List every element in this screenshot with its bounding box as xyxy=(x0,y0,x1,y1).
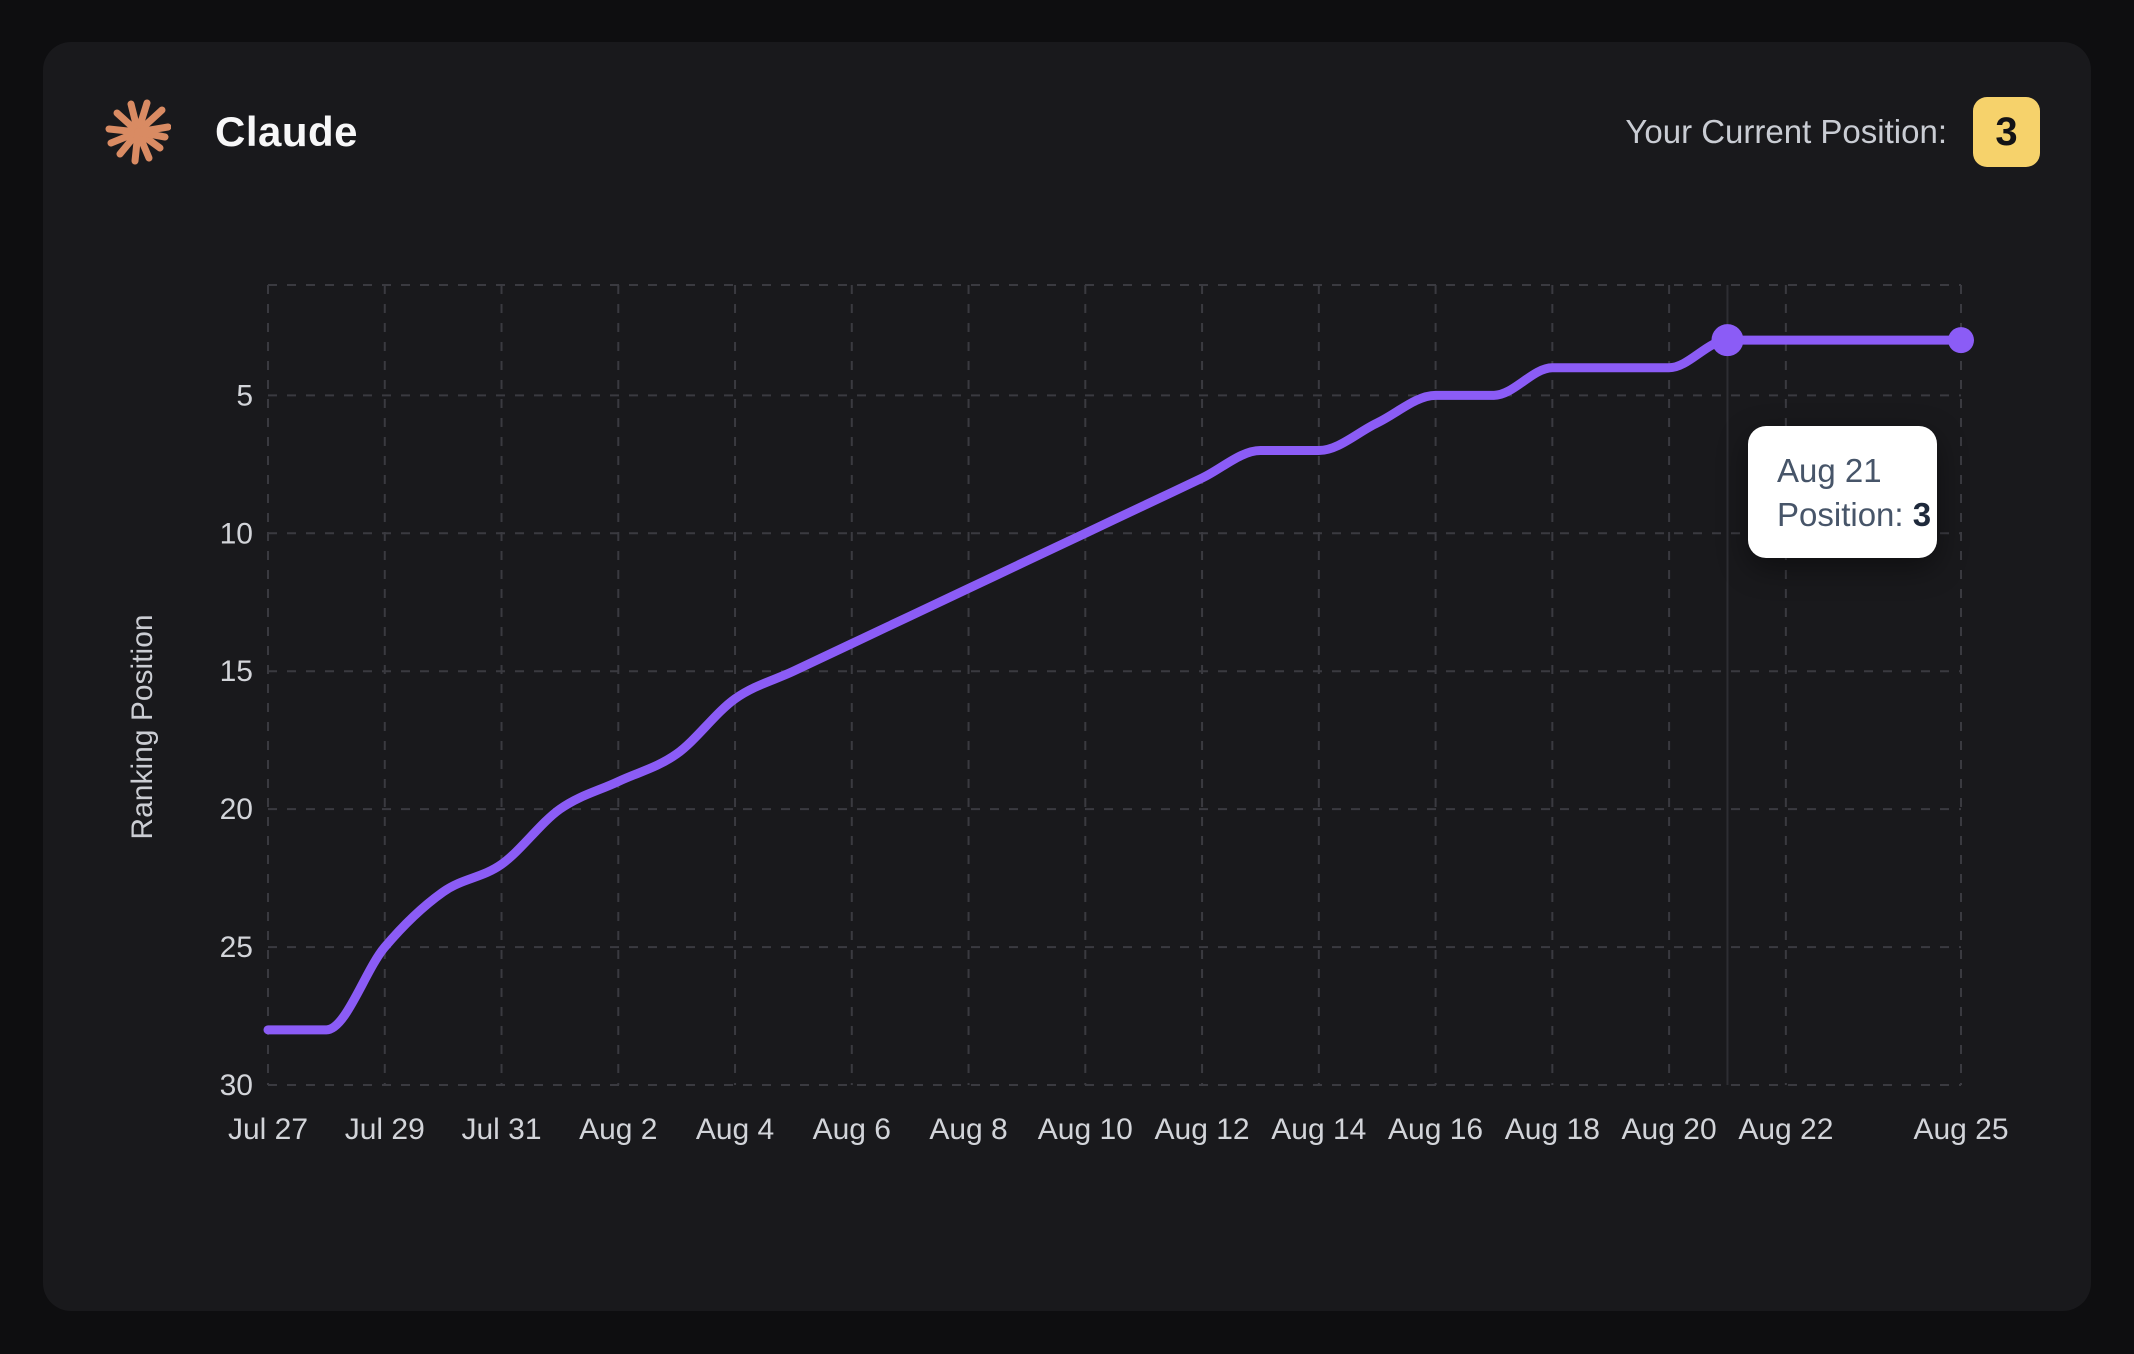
current-position-badge: 3 xyxy=(1973,97,2040,167)
ranking-line xyxy=(263,335,1966,1035)
y-axis-tick-labels: 5 10 15 20 25 30 xyxy=(220,379,253,1102)
end-point-marker[interactable] xyxy=(1948,327,1974,354)
y-axis-tick-label: 20 xyxy=(220,793,253,826)
x-axis-tick-labels: Jul 27 Jul 29 Jul 31 Aug 2 Aug 4 Aug 6 Aug 8 Au… xyxy=(228,1113,2009,1146)
x-axis-tick-label: Aug 14 xyxy=(1271,1113,1366,1146)
x-axis-tick-label: Aug 22 xyxy=(1738,1113,1833,1146)
current-position-label: Your Current Position: xyxy=(1625,113,1947,150)
y-axis-tick-label: 15 xyxy=(220,655,253,688)
x-axis-tick-label: Aug 4 xyxy=(696,1113,774,1146)
current-position-group: Your Current Position: 3 xyxy=(1625,97,2040,167)
dashboard-card: Claude Your Current Position: 3 Ranking … xyxy=(43,42,2091,1311)
claude-logo-icon xyxy=(105,99,171,165)
x-axis-tick-label: Aug 6 xyxy=(813,1113,891,1146)
y-axis-tick-label: 5 xyxy=(236,379,253,412)
tooltip-position-value: 3 xyxy=(1912,496,1932,533)
tooltip-position-row: Position: 3 xyxy=(1777,494,1937,536)
x-axis-tick-label: Aug 8 xyxy=(929,1113,1007,1146)
x-axis-tick-label: Aug 12 xyxy=(1155,1113,1250,1146)
y-axis-tick-label: 30 xyxy=(220,1069,253,1102)
chart-tooltip: Aug 21 Position: 3 xyxy=(1748,426,1937,558)
header: Claude Your Current Position: 3 xyxy=(105,92,2040,172)
x-axis-tick-label: Jul 31 xyxy=(461,1113,541,1146)
page-title: Claude xyxy=(215,108,359,155)
x-axis-tick-label: Jul 27 xyxy=(228,1113,308,1146)
x-axis-tick-label: Aug 25 xyxy=(1913,1113,2008,1146)
grid xyxy=(267,284,1962,1086)
x-axis-tick-label: Aug 20 xyxy=(1622,1113,1717,1146)
tooltip-position-label: Position: xyxy=(1777,496,1913,533)
y-axis-tick-label: 25 xyxy=(220,931,253,964)
highlight-point-marker[interactable] xyxy=(1711,324,1744,357)
tooltip-date: Aug 21 xyxy=(1777,452,1882,489)
x-axis-tick-label: Aug 2 xyxy=(579,1113,657,1146)
y-axis-tick-label: 10 xyxy=(220,517,253,550)
x-axis-tick-label: Aug 18 xyxy=(1505,1113,1600,1146)
x-axis-tick-label: Jul 29 xyxy=(345,1113,425,1146)
x-axis-tick-label: Aug 10 xyxy=(1038,1113,1133,1146)
x-axis-tick-label: Aug 16 xyxy=(1388,1113,1483,1146)
